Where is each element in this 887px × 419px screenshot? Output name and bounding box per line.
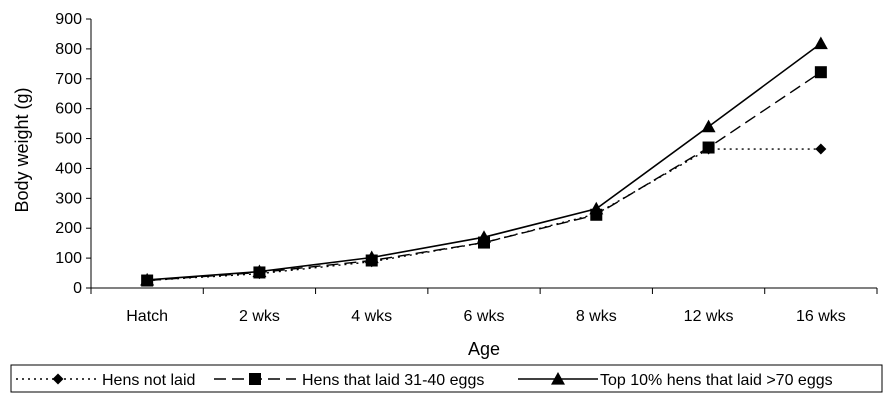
legend-marker-2 [249,373,261,385]
x-tick-label: 8 wks [576,308,617,325]
y-tick-label: 400 [55,160,82,177]
series-1-point [815,143,827,155]
series-2-point [702,141,715,154]
legend-label-2: Hens that laid 31-40 eggs [302,372,484,389]
legend-label-1: Hens not laid [102,372,195,389]
x-tick-label: 6 wks [464,308,505,325]
series-3-point [477,230,491,243]
x-tick-label: 12 wks [684,308,734,325]
x-axis-title: Age [468,339,500,359]
y-tick-label: 900 [55,11,82,28]
legend-border [10,364,883,393]
y-tick-label: 300 [55,190,82,207]
x-tick-label: 4 wks [351,308,392,325]
series-line-2 [147,71,822,282]
plot-area: 0 100 200 300 400 500 600 700 800 900 Hatch 2 wks 4 … [55,11,878,325]
y-tick-label: 700 [55,71,82,88]
series-3-point [589,201,604,215]
series-3-point [701,119,716,133]
x-tick-label: 16 wks [796,308,846,325]
series-3-point [364,250,379,264]
y-tick-label: 100 [55,250,82,267]
legend-label-3: Top 10% hens that laid >70 eggs [600,372,833,389]
series-3-point [813,36,828,50]
series-3-point [252,264,267,278]
legend: Hens not laid Hens that laid 31-40 eggs To… [10,364,883,393]
y-tick-label: 200 [55,220,82,237]
series-line-1 [147,148,821,282]
y-tick-label: 800 [55,41,82,58]
legend-marker-3 [551,372,565,385]
y-tick-label: 600 [55,101,82,118]
y-tick-label: 500 [55,131,82,148]
x-tick-label: 2 wks [239,308,280,325]
legend-marker-1 [52,373,64,385]
series-3-point [140,272,155,286]
series-2-point [814,66,827,79]
y-axis-title: Body weight (g) [12,87,32,212]
x-tick-label: Hatch [126,308,168,325]
y-tick-label: 0 [73,280,82,297]
